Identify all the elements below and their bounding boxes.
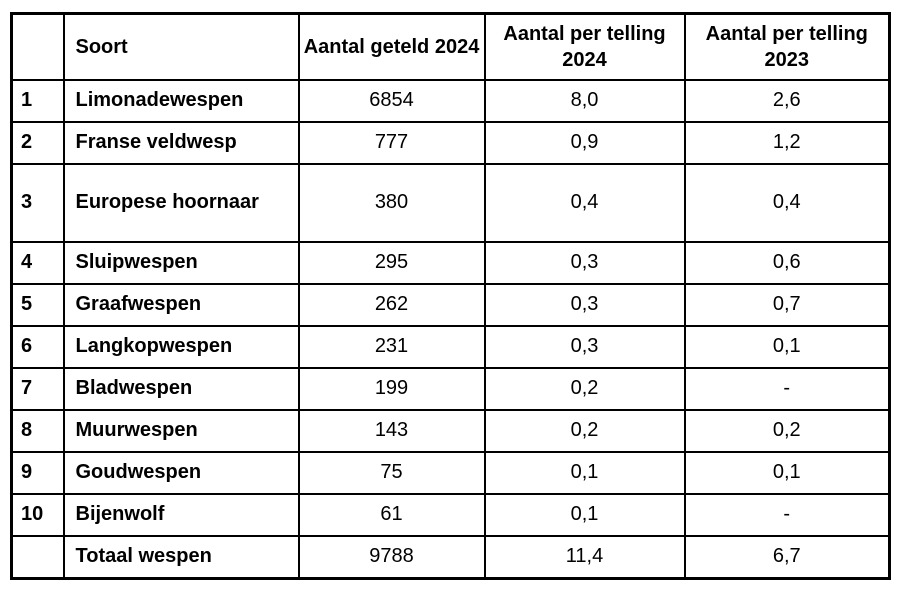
cell-soort: Limonadewespen [62, 78, 300, 123]
cell-per-telling-2023: 1,2 [683, 120, 891, 165]
cell-per-telling-2024: 0,1 [483, 492, 686, 537]
cell-counted-2024: 61 [297, 492, 486, 537]
cell-per-telling-2024: 0,1 [483, 450, 686, 495]
cell-rank: 10 [10, 492, 65, 537]
cell-rank: 2 [10, 120, 65, 165]
wasp-count-table: Soort Aantal geteld 2024 Aantal per tell… [10, 12, 891, 580]
cell-per-telling-2023: - [683, 492, 891, 537]
cell-counted-2024: 231 [297, 324, 486, 369]
cell-rank: 9 [10, 450, 65, 495]
cell-soort: Franse veldwesp [62, 120, 300, 165]
cell-rank: 4 [10, 240, 65, 285]
table-row: 10 Bijenwolf 61 0,1 - [10, 492, 891, 537]
cell-per-telling-2023: - [683, 366, 891, 411]
header-line: Aantal per telling [503, 22, 666, 45]
cell-counted-2024: 777 [297, 120, 486, 165]
cell-soort: Graafwespen [62, 282, 300, 327]
cell-per-telling-2023: 6,7 [683, 534, 891, 580]
cell-counted-2024: 143 [297, 408, 486, 453]
cell-rank: 7 [10, 366, 65, 411]
cell-soort: Totaal wespen [62, 534, 300, 580]
table-row: 4 Sluipwespen 295 0,3 0,6 [10, 240, 891, 285]
cell-rank: 5 [10, 282, 65, 327]
cell-per-telling-2023: 0,2 [683, 408, 891, 453]
cell-per-telling-2024: 0,9 [483, 120, 686, 165]
cell-soort: Muurwespen [62, 408, 300, 453]
table-row: 3 Europese hoornaar 380 0,4 0,4 [10, 162, 891, 243]
cell-rank: 3 [10, 162, 65, 243]
header-rank [10, 12, 65, 81]
header-line: 2023 [764, 48, 810, 71]
cell-per-telling-2023: 0,6 [683, 240, 891, 285]
cell-counted-2024: 6854 [297, 78, 486, 123]
cell-per-telling-2023: 0,1 [683, 324, 891, 369]
table-row: 9 Goudwespen 75 0,1 0,1 [10, 450, 891, 495]
cell-per-telling-2023: 0,4 [683, 162, 891, 243]
table-row: 2 Franse veldwesp 777 0,9 1,2 [10, 120, 891, 165]
cell-per-telling-2024: 0,2 [483, 366, 686, 411]
cell-soort: Langkopwespen [62, 324, 300, 369]
cell-per-telling-2024: 0,4 [483, 162, 686, 243]
cell-per-telling-2024: 0,3 [483, 240, 686, 285]
cell-per-telling-2024: 8,0 [483, 78, 686, 123]
cell-counted-2024: 9788 [297, 534, 486, 580]
cell-soort: Goudwespen [62, 450, 300, 495]
table-row: 6 Langkopwespen 231 0,3 0,1 [10, 324, 891, 369]
header-counted-2024: Aantal geteld 2024 [297, 12, 486, 81]
header-line: Aantal per telling [705, 22, 868, 45]
cell-rank [10, 534, 65, 580]
table-row: 7 Bladwespen 199 0,2 - [10, 366, 891, 411]
cell-per-telling-2024: 11,4 [483, 534, 686, 580]
cell-counted-2024: 75 [297, 450, 486, 495]
cell-rank: 6 [10, 324, 65, 369]
cell-counted-2024: 380 [297, 162, 486, 243]
cell-soort: Europese hoornaar [62, 162, 300, 243]
cell-per-telling-2024: 0,3 [483, 324, 686, 369]
header-per-telling-2024: Aantal per telling 2024 [483, 12, 686, 81]
table-row: 8 Muurwespen 143 0,2 0,2 [10, 408, 891, 453]
header-line: 2024 [562, 48, 607, 71]
cell-counted-2024: 262 [297, 282, 486, 327]
cell-counted-2024: 199 [297, 366, 486, 411]
cell-per-telling-2023: 2,6 [683, 78, 891, 123]
header-soort: Soort [62, 12, 300, 81]
cell-rank: 1 [10, 78, 65, 123]
cell-counted-2024: 295 [297, 240, 486, 285]
cell-rank: 8 [10, 408, 65, 453]
cell-soort: Bladwespen [62, 366, 300, 411]
table-row: 5 Graafwespen 262 0,3 0,7 [10, 282, 891, 327]
table-row: 1 Limonadewespen 6854 8,0 2,6 [10, 78, 891, 123]
header-per-telling-2023: Aantal per telling 2023 [683, 12, 891, 81]
table-total-row: Totaal wespen 9788 11,4 6,7 [10, 534, 891, 580]
table-header-row: Soort Aantal geteld 2024 Aantal per tell… [10, 12, 891, 81]
cell-per-telling-2024: 0,3 [483, 282, 686, 327]
cell-per-telling-2023: 0,1 [683, 450, 891, 495]
cell-soort: Sluipwespen [62, 240, 300, 285]
cell-soort: Bijenwolf [62, 492, 300, 537]
cell-per-telling-2023: 0,7 [683, 282, 891, 327]
cell-per-telling-2024: 0,2 [483, 408, 686, 453]
